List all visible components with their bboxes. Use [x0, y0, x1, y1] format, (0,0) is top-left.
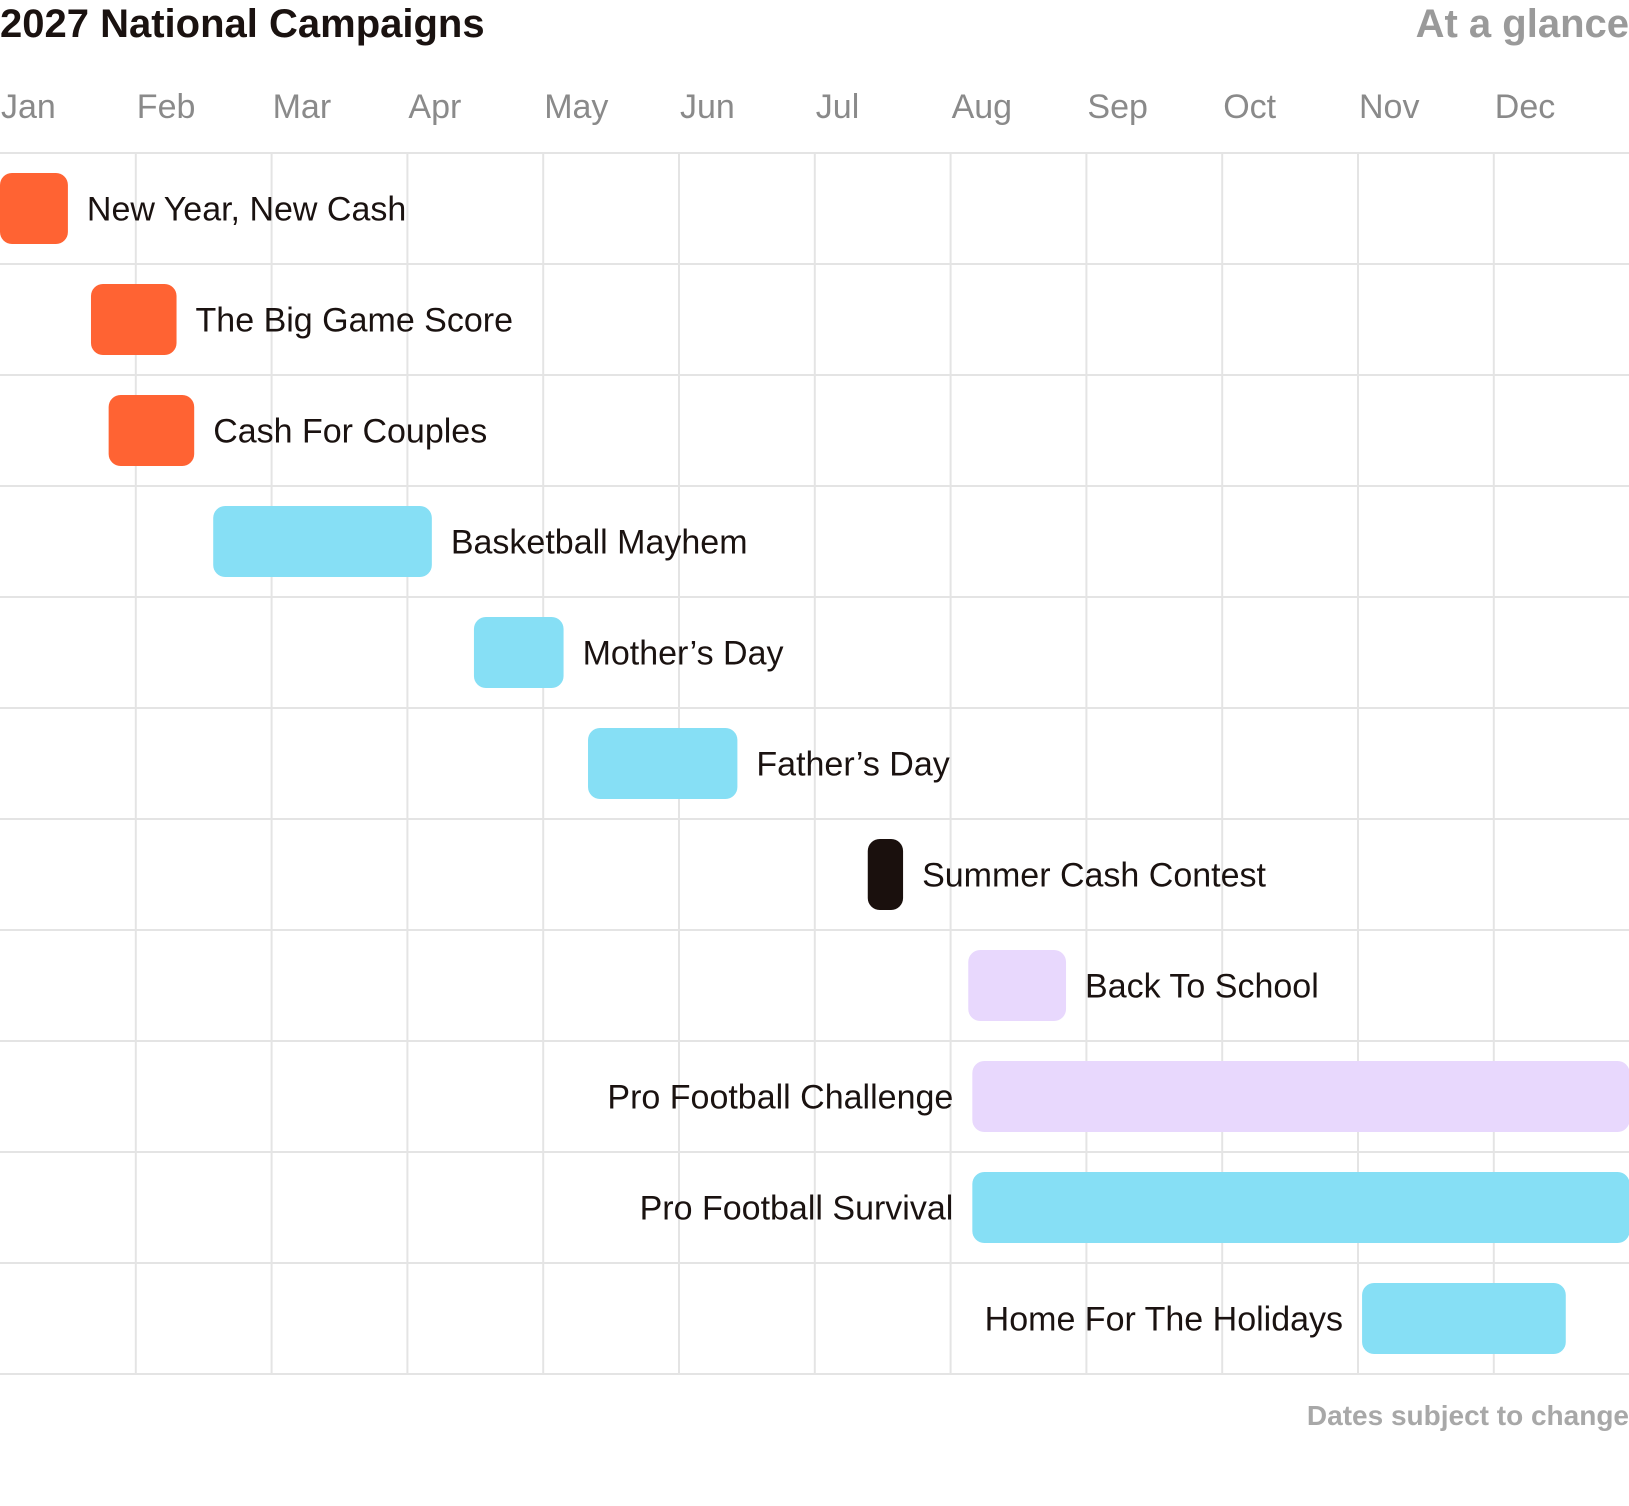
bar-label-pro-football-challenge: Pro Football Challenge	[607, 1079, 953, 1117]
month-label-oct: Oct	[1223, 88, 1276, 126]
bar-pro-football-challenge	[972, 1061, 1629, 1132]
chart-title: 2027 National Campaigns	[0, 2, 485, 46]
bar-home-for-the-holidays	[1362, 1283, 1566, 1354]
bar-label-father-s-day: Father’s Day	[756, 746, 949, 784]
bar-label-the-big-game-score: The Big Game Score	[196, 302, 513, 340]
month-label-jan: Jan	[1, 88, 56, 126]
bar-label-mother-s-day: Mother’s Day	[583, 635, 784, 673]
month-label-jun: Jun	[680, 88, 735, 126]
bar-mother-s-day	[473, 617, 564, 688]
month-label-jul: Jul	[816, 88, 859, 126]
bar-cash-for-couples	[108, 395, 195, 466]
month-label-may: May	[544, 88, 608, 126]
bar-label-back-to-school: Back To School	[1085, 968, 1319, 1006]
bar-label-pro-football-survival: Pro Football Survival	[640, 1190, 954, 1228]
month-label-feb: Feb	[137, 88, 196, 126]
bar-label-summer-cash-contest: Summer Cash Contest	[922, 857, 1266, 895]
bar-the-big-game-score	[90, 284, 177, 355]
month-label-dec: Dec	[1495, 88, 1555, 126]
month-label-apr: Apr	[408, 88, 461, 126]
bar-label-basketball-mayhem: Basketball Mayhem	[451, 524, 748, 562]
bar-new-year-new-cash	[0, 173, 68, 244]
month-label-sep: Sep	[1087, 88, 1148, 126]
bar-label-cash-for-couples: Cash For Couples	[213, 413, 487, 451]
bar-father-s-day	[588, 728, 738, 799]
bar-back-to-school	[968, 950, 1067, 1021]
chart-subtitle: At a glance	[1415, 2, 1629, 46]
bar-label-home-for-the-holidays: Home For The Holidays	[985, 1301, 1343, 1339]
bar-summer-cash-contest	[867, 839, 904, 910]
month-label-mar: Mar	[273, 88, 332, 126]
bar-label-new-year-new-cash: New Year, New Cash	[87, 191, 406, 229]
month-label-nov: Nov	[1359, 88, 1419, 126]
footnote: Dates subject to change	[1306, 1400, 1629, 1431]
bar-basketball-mayhem	[213, 506, 432, 577]
month-label-aug: Aug	[952, 88, 1013, 126]
bar-pro-football-survival	[972, 1172, 1629, 1243]
